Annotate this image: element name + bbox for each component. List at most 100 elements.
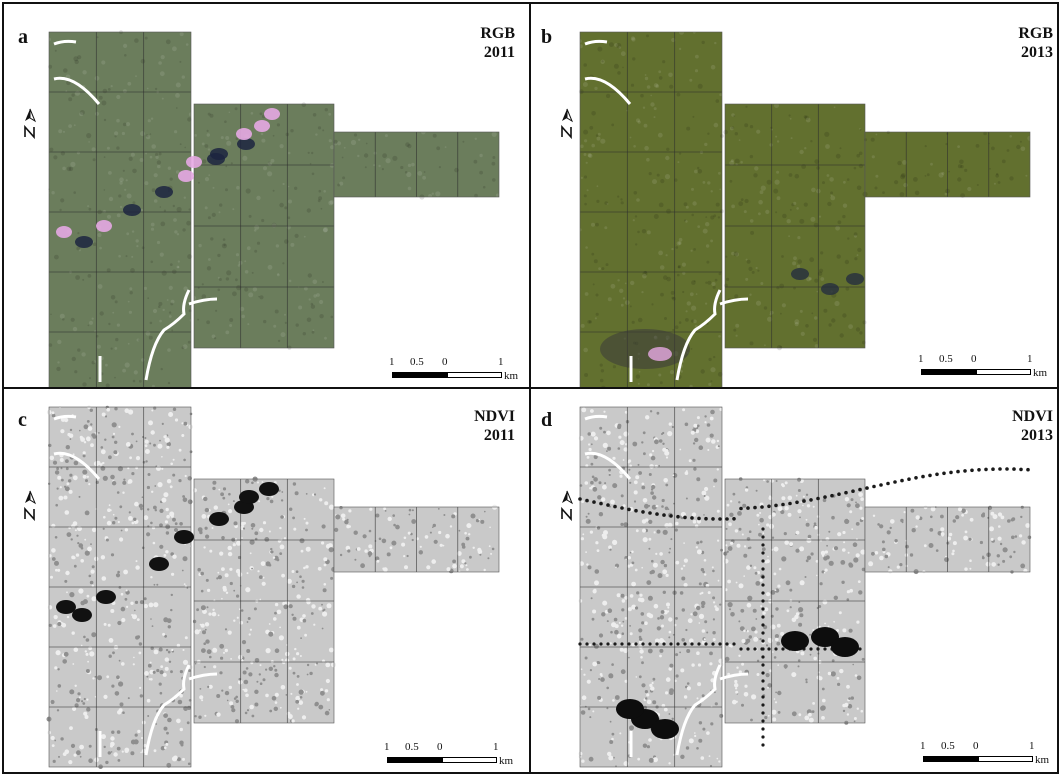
texture-speck [620, 198, 623, 201]
texture-speck [629, 481, 632, 484]
texture-speck [594, 569, 600, 574]
texture-speck [743, 210, 747, 214]
texture-speck [141, 737, 143, 739]
track-dot [761, 583, 765, 587]
texture-speck [706, 631, 709, 634]
texture-speck [228, 685, 232, 690]
texture-speck [145, 460, 148, 463]
texture-speck [177, 260, 180, 263]
texture-speck [136, 245, 139, 248]
texture-speck [790, 137, 793, 140]
texture-speck [1014, 535, 1018, 538]
texture-speck [54, 49, 57, 52]
texture-speck [714, 691, 716, 694]
texture-speck [650, 488, 654, 491]
texture-speck [57, 339, 62, 345]
texture-speck [691, 305, 697, 311]
texture-speck [749, 546, 752, 549]
panel-title-year: 2011 [483, 44, 515, 61]
texture-speck [285, 694, 288, 696]
texture-speck [305, 521, 309, 525]
texture-speck [68, 433, 74, 438]
texture-speck [177, 266, 180, 269]
texture-speck [711, 281, 716, 287]
texture-speck [143, 597, 147, 601]
texture-speck [423, 171, 426, 173]
texture-speck [73, 56, 79, 62]
texture-speck [805, 493, 809, 496]
texture-speck [107, 508, 111, 512]
texture-speck [66, 80, 71, 86]
texture-speck [602, 534, 608, 540]
texture-speck [813, 656, 817, 661]
texture-speck [734, 679, 738, 684]
texture-speck [70, 161, 76, 167]
texture-speck [302, 332, 306, 336]
track-dot [620, 642, 624, 646]
texture-speck [246, 246, 251, 251]
texture-speck [179, 143, 182, 146]
track-dot [578, 642, 582, 646]
texture-speck [153, 649, 159, 655]
texture-speck [596, 549, 600, 552]
texture-speck [816, 290, 819, 293]
texture-speck [405, 142, 410, 147]
texture-speck [305, 528, 308, 532]
texture-speck [170, 462, 173, 466]
texture-speck [182, 556, 188, 562]
texture-speck [976, 184, 979, 186]
panel-d-ndvi-2013: d NDVI 2013 1 0.5 0 1 km [531, 389, 1057, 774]
texture-speck [755, 266, 758, 270]
texture-speck [600, 369, 605, 373]
texture-speck [133, 370, 138, 375]
texture-speck [336, 141, 342, 146]
texture-speck [959, 159, 964, 165]
texture-speck [648, 547, 651, 550]
texture-speck [581, 759, 585, 763]
texture-speck [1020, 563, 1026, 569]
texture-speck [773, 188, 779, 194]
texture-speck [202, 630, 206, 635]
texture-speck [59, 313, 65, 319]
cloud-mask [209, 512, 229, 526]
panel-title-year: 2011 [483, 427, 515, 444]
texture-speck [120, 529, 123, 532]
texture-speck [261, 581, 266, 586]
texture-speck [166, 731, 169, 735]
texture-speck [780, 509, 785, 515]
texture-speck [112, 311, 115, 314]
texture-speck [196, 608, 200, 612]
texture-speck [114, 407, 118, 411]
texture-speck [64, 579, 68, 583]
texture-speck [149, 155, 153, 159]
texture-speck [638, 628, 643, 633]
texture-speck [685, 746, 690, 750]
texture-speck [86, 698, 89, 701]
texture-speck [805, 522, 810, 527]
texture-speck [311, 151, 314, 155]
texture-speck [311, 172, 315, 176]
texture-speck [155, 152, 159, 157]
texture-speck [859, 331, 863, 335]
texture-speck [681, 576, 686, 581]
texture-speck [150, 678, 153, 681]
texture-speck [114, 135, 117, 138]
texture-speck [62, 166, 66, 171]
texture-speck [186, 587, 189, 589]
texture-speck [991, 562, 996, 567]
texture-speck [203, 546, 206, 549]
texture-speck [713, 214, 717, 218]
texture-speck [209, 549, 213, 553]
texture-speck [745, 277, 749, 281]
texture-speck [174, 528, 178, 532]
texture-speck [631, 561, 635, 565]
texture-speck [1020, 515, 1023, 519]
texture-speck [648, 537, 652, 541]
texture-speck [827, 625, 830, 628]
texture-speck [704, 421, 707, 424]
texture-speck [204, 144, 209, 148]
texture-speck [691, 213, 694, 217]
track-dot [761, 567, 765, 571]
texture-speck [853, 232, 858, 237]
texture-speck [614, 629, 619, 635]
